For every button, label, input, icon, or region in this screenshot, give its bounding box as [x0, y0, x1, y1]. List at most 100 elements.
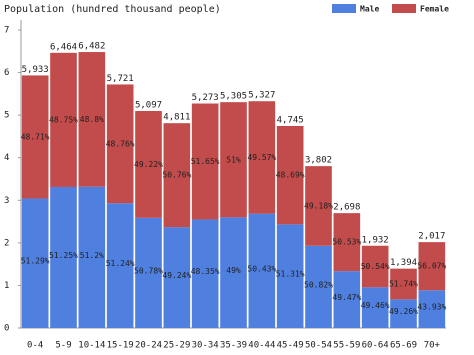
share-label: 56.07% — [417, 262, 446, 271]
share-label: 49% — [226, 266, 241, 275]
bar-segment — [390, 268, 417, 300]
share-label: 50.43% — [247, 264, 276, 273]
share-label: 43.93% — [417, 303, 446, 312]
total-label: 4,745 — [277, 115, 304, 125]
legend-swatch — [392, 4, 416, 13]
bar-segment — [163, 123, 191, 228]
bar-segment — [248, 101, 276, 214]
total-label: 6,464 — [50, 42, 77, 52]
share-label: 49.57% — [247, 153, 276, 162]
bar-segment — [361, 245, 389, 288]
share-label: 51.25% — [49, 251, 78, 260]
x-tick-label: 45-49 — [277, 341, 304, 351]
total-label: 2,017 — [418, 232, 445, 242]
bar-segment — [78, 52, 106, 187]
total-label: 5,933 — [22, 65, 49, 75]
bar-segment — [163, 227, 191, 328]
bar-segment — [276, 125, 304, 225]
total-label: 4,811 — [163, 113, 190, 123]
share-label: 48.35% — [191, 267, 220, 276]
bar-segment — [50, 186, 77, 328]
x-tick-label: 35-39 — [220, 341, 247, 351]
x-tick-label: 55-59 — [333, 341, 360, 351]
share-label: 50.82% — [304, 280, 333, 289]
bar-segment — [135, 217, 162, 328]
share-label: 51.24% — [106, 259, 135, 268]
x-tick-label: 20-24 — [135, 341, 162, 351]
x-tick-label: 25-29 — [163, 341, 190, 351]
x-tick-label: 70+ — [424, 341, 441, 351]
x-tick-label: 15-19 — [107, 341, 134, 351]
bar-segment — [191, 103, 219, 220]
bar-segment — [135, 111, 162, 218]
bar-segment — [21, 75, 49, 199]
total-label: 5,097 — [135, 101, 162, 111]
legend-swatch — [332, 4, 356, 13]
share-label: 49.22% — [134, 160, 163, 169]
bar-segment — [276, 224, 304, 328]
bar-segment — [106, 84, 134, 204]
total-label: 3,802 — [305, 156, 332, 166]
share-label: 48.8% — [80, 115, 104, 124]
bar-segment — [361, 287, 389, 328]
bar-segment — [305, 166, 332, 246]
y-tick-label: 5 — [4, 111, 9, 121]
share-label: 49.24% — [162, 271, 191, 280]
bar-segment — [78, 186, 106, 328]
share-label: 48.71% — [21, 132, 50, 141]
share-label: 48.69% — [276, 171, 305, 180]
share-label: 48.75% — [49, 115, 78, 124]
bar-segment — [106, 203, 134, 328]
y-tick-label: 3 — [4, 196, 9, 206]
legend-label: Male — [360, 5, 379, 14]
share-label: 51.31% — [276, 270, 305, 279]
y-tick-label: 1 — [4, 281, 9, 291]
y-tick-label: 7 — [4, 26, 9, 36]
total-label: 1,932 — [362, 235, 389, 245]
y-tick-label: 4 — [4, 153, 9, 163]
share-label: 49.46% — [361, 301, 390, 310]
bar-segment — [50, 52, 77, 187]
share-label: 50.53% — [332, 238, 361, 247]
share-label: 51.74% — [389, 280, 418, 289]
bar-segment — [21, 198, 49, 328]
bar-segment — [248, 213, 276, 328]
bar-segment — [390, 299, 417, 328]
y-tick-label: 0 — [4, 324, 9, 334]
x-tick-label: 10-14 — [78, 341, 105, 351]
share-label: 51% — [226, 155, 241, 164]
bar-segment — [305, 245, 332, 328]
total-label: 1,394 — [390, 258, 417, 268]
total-label: 5,273 — [192, 93, 219, 103]
share-label: 50.78% — [134, 266, 163, 275]
share-label: 51.65% — [191, 157, 220, 166]
x-tick-label: 30-34 — [192, 341, 219, 351]
share-label: 49.18% — [304, 201, 333, 210]
total-label: 5,721 — [107, 74, 134, 84]
share-label: 51.29% — [21, 257, 50, 266]
total-label: 5,327 — [248, 91, 275, 101]
legend-label: Female — [420, 5, 449, 14]
share-label: 50.54% — [361, 262, 390, 271]
bar-segment — [220, 217, 247, 328]
x-tick-label: 40-44 — [248, 341, 275, 351]
bar-segment — [191, 219, 219, 328]
bar-segment — [333, 213, 361, 272]
total-label: 2,698 — [333, 203, 360, 213]
share-label: 51.2% — [80, 251, 104, 260]
x-tick-label: 50-54 — [305, 341, 332, 351]
x-tick-label: 65-69 — [390, 341, 417, 351]
bar-segment — [333, 271, 361, 328]
bar-segment — [220, 102, 247, 218]
x-tick-label: 0-4 — [27, 341, 43, 351]
share-label: 50.76% — [162, 171, 191, 180]
share-label: 48.76% — [106, 139, 135, 148]
x-tick-label: 5-9 — [55, 341, 71, 351]
share-label: 49.47% — [332, 293, 361, 302]
y-tick-label: 6 — [4, 68, 9, 78]
x-tick-label: 60-64 — [362, 341, 389, 351]
total-label: 6,482 — [78, 42, 105, 52]
chart-title: Population (hundred thousand people) — [4, 4, 221, 15]
total-label: 5,305 — [220, 92, 247, 102]
